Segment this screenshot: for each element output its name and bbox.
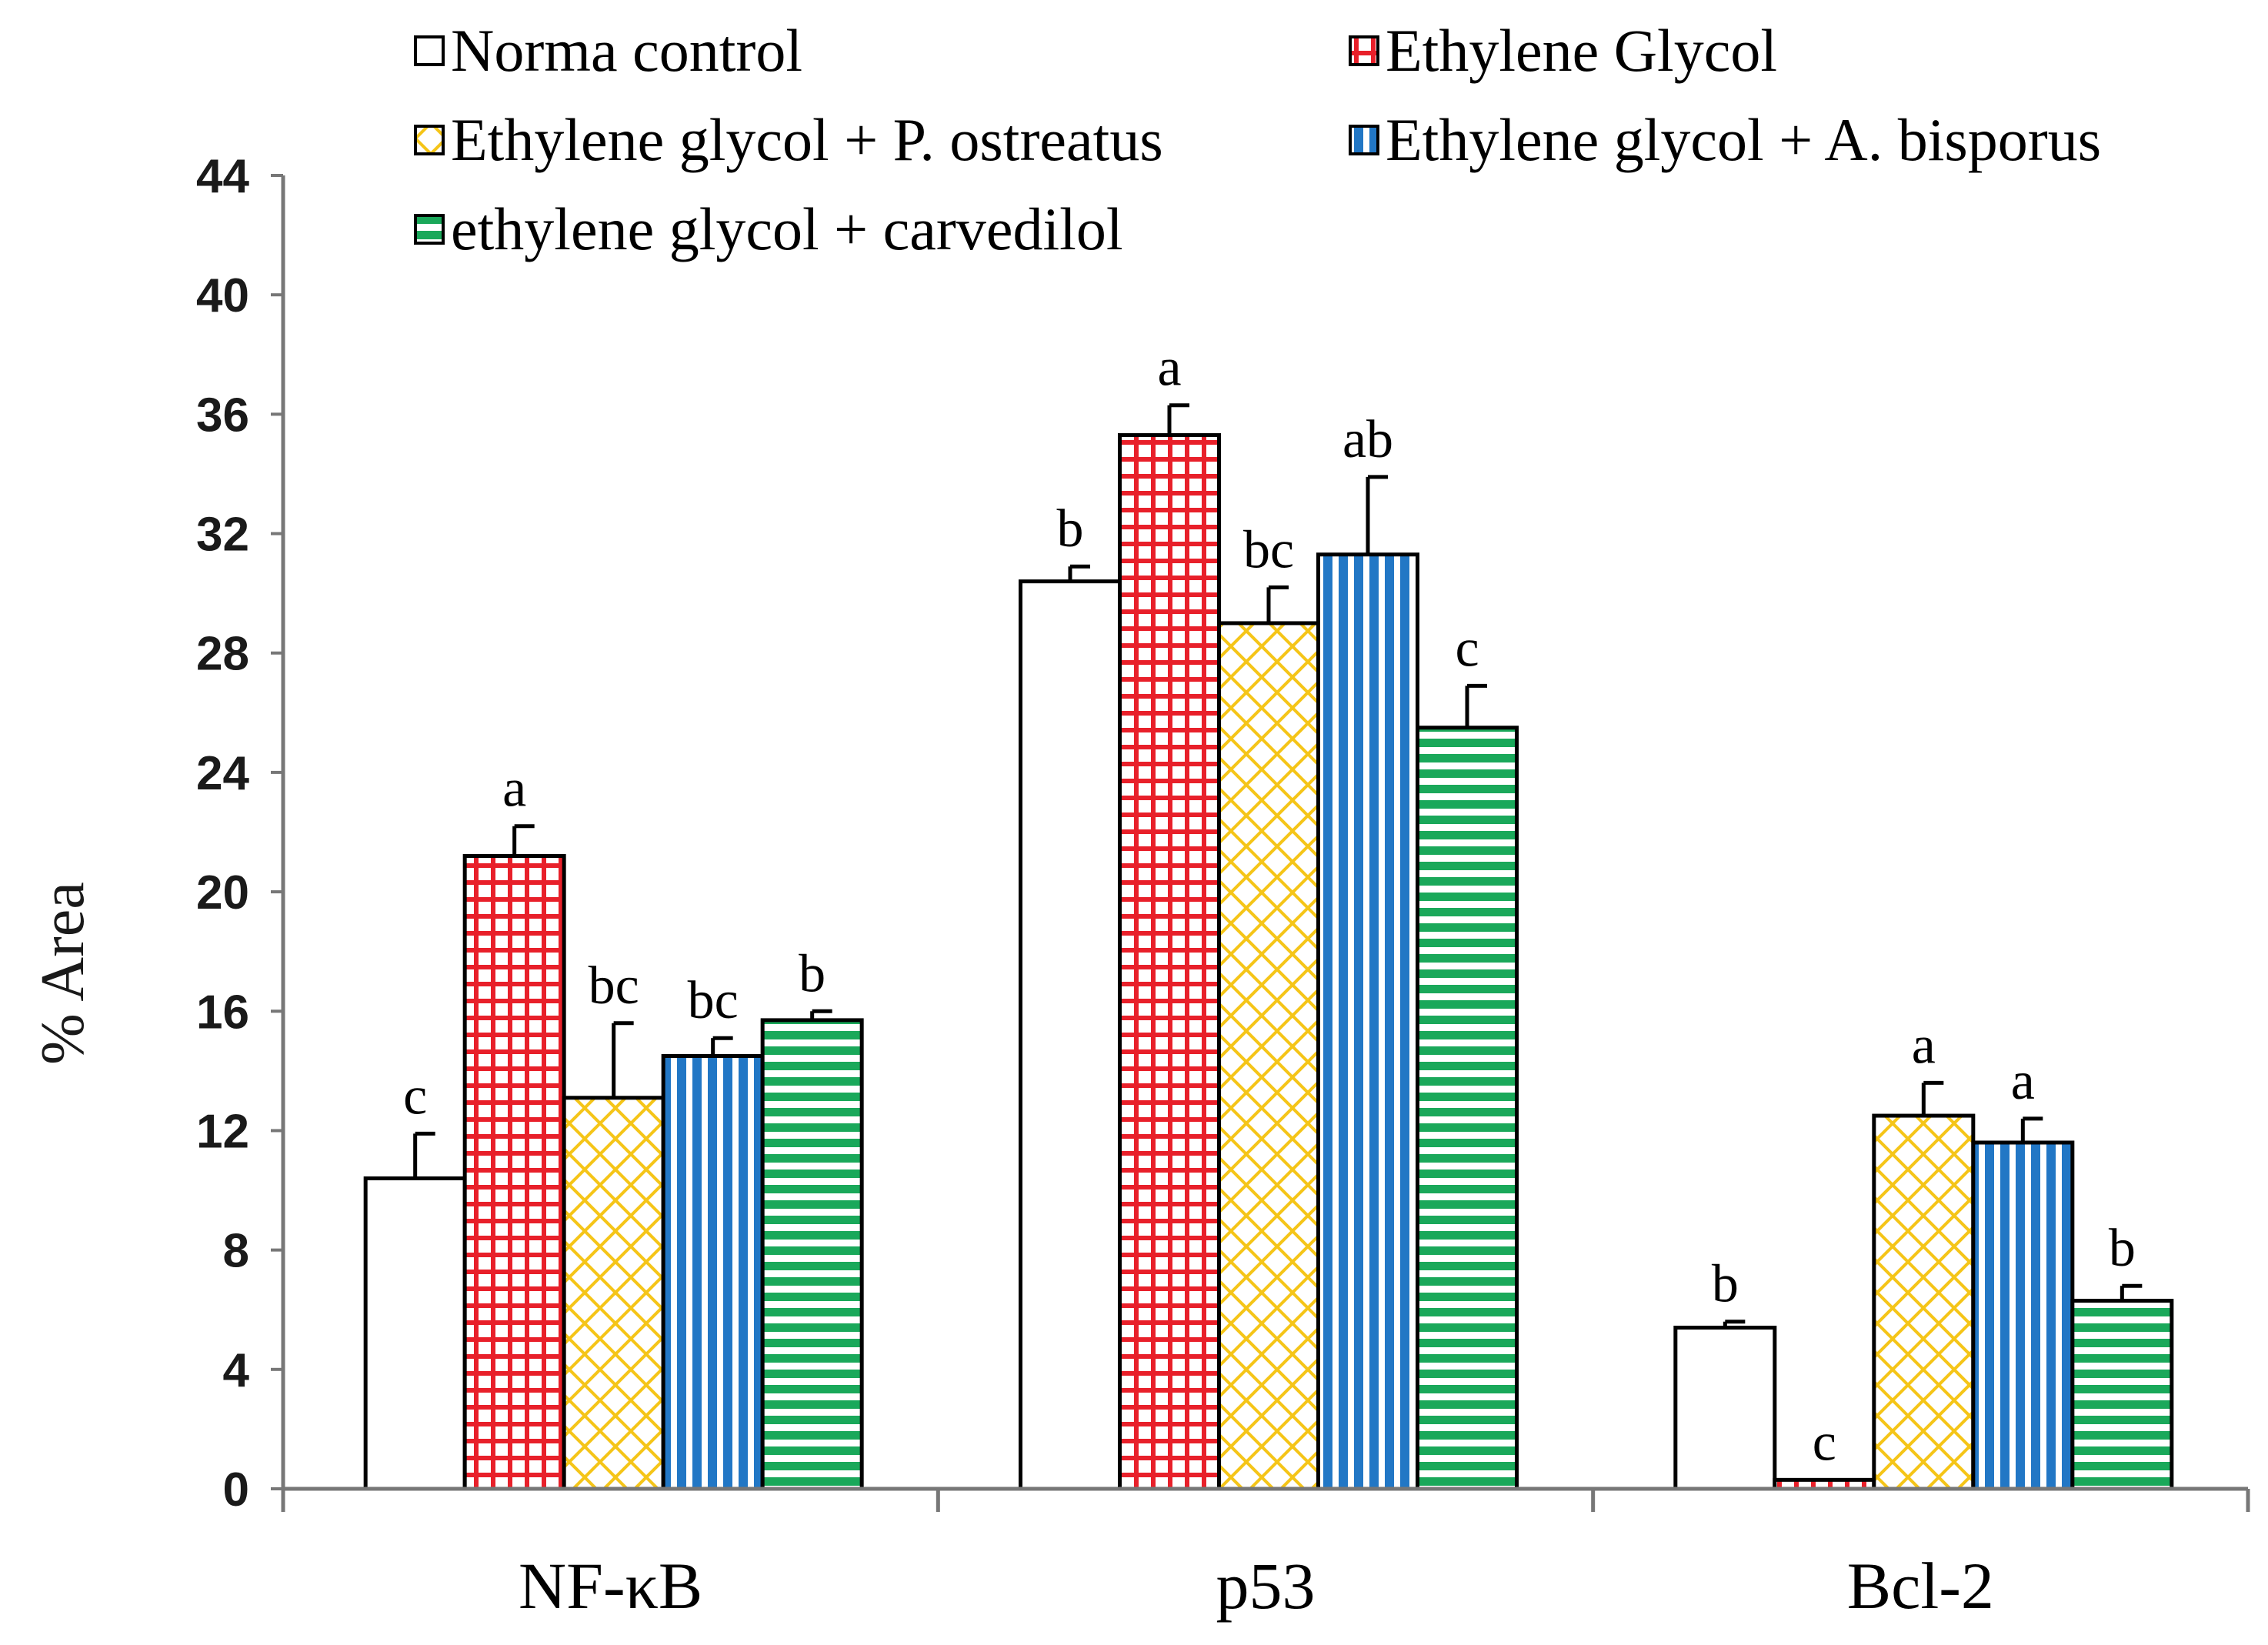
significance-label: b [799,944,825,1003]
significance-label: c [1813,1413,1836,1472]
legend: Norma control Ethylene Glycol Ethylene gly… [414,17,2101,262]
significance-label: a [502,759,526,819]
y-tick-label: 40 [196,269,249,322]
y-axis-label: % Area [29,882,97,1065]
bar [1971,1140,2075,1491]
legend-label: Ethylene glycol + P. ostreatus [451,106,1163,173]
bar [661,1053,765,1491]
x-category-label: Bcl-2 [1847,1549,1994,1623]
significance-label: c [1455,619,1479,678]
bar [1872,1113,1976,1491]
significance-label: b [1057,499,1084,559]
y-tick-label: 16 [196,986,249,1039]
significance-label: b [2109,1219,2136,1278]
y-tick-label: 20 [196,866,249,919]
y-tick-label: 28 [196,628,249,681]
legend-swatch [414,125,445,155]
bar [562,1096,665,1491]
significance-label: b [1712,1255,1739,1314]
significance-label: bc [1243,520,1294,579]
bar [1217,621,1320,1491]
y-axis: 0 4 8 12 16 20 24 28 32 36 40 44 [196,150,283,1517]
axes [281,175,2250,1512]
significance-label: c [403,1066,427,1126]
y-tick-label: 44 [196,150,249,203]
bar [1316,552,1419,1491]
bar [1019,579,1122,1491]
significance-label: a [1157,339,1181,398]
significance-label: bc [688,971,739,1030]
bar [1673,1326,1777,1491]
x-category-label: p53 [1216,1549,1316,1623]
error-bars-layer [413,403,2143,1328]
significance-label: a [2011,1052,2035,1111]
y-tick-label: 4 [223,1344,250,1397]
legend-swatch [414,35,445,66]
bar [363,1176,467,1491]
bar [1416,726,1519,1491]
significance-label: ab [1342,410,1393,469]
bar [2070,1299,2174,1491]
x-category-label: NF-κB [519,1549,702,1623]
legend-label: ethylene glycol + carvedilol [451,195,1123,262]
significance-label: bc [589,956,639,1016]
legend-label: Ethylene Glycol [1386,17,1777,84]
y-tick-label: 32 [196,509,249,562]
y-tick-label: 36 [196,389,249,442]
bars-layer [363,433,2174,1491]
y-tick-label: 24 [196,747,249,800]
y-tick-label: 0 [223,1463,249,1517]
y-tick-label: 8 [223,1225,249,1278]
bar [760,1018,864,1491]
x-axis-categories: NF-κB p53 Bcl-2 [519,1549,1994,1623]
bar [462,854,566,1491]
legend-swatch [1349,35,1379,66]
y-tick-label: 12 [196,1105,249,1158]
bar [1118,433,1221,1491]
legend-label: Norma control [451,17,802,84]
legend-swatch [1349,125,1379,155]
legend-swatch [414,214,445,245]
legend-label: Ethylene glycol + A. bisporus [1386,106,2101,173]
significance-label: a [1912,1016,1936,1075]
